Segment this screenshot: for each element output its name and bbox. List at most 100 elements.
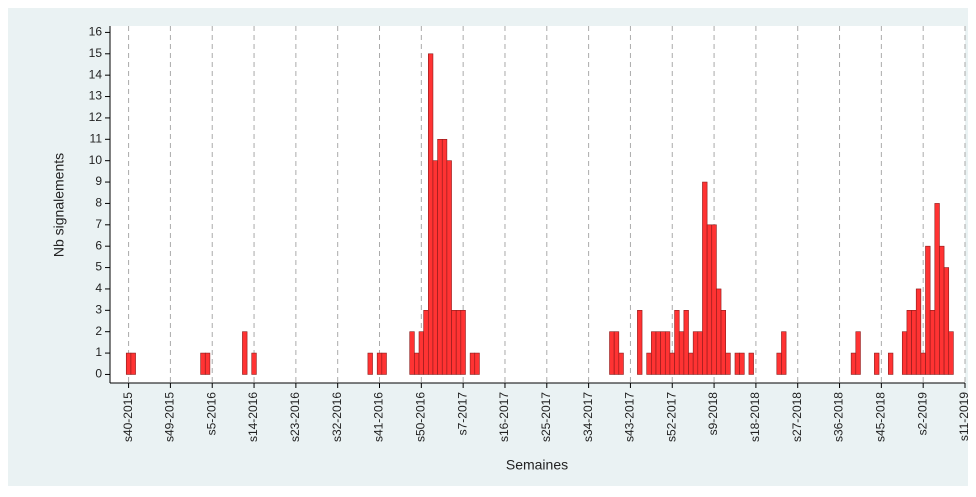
bar: [637, 310, 643, 375]
bar: [678, 331, 685, 375]
y-tick-label: 7: [95, 217, 102, 231]
bar: [948, 331, 954, 375]
bar: [660, 331, 666, 375]
x-tick-label: s7-2017: [455, 392, 469, 436]
x-tick-label: s25-2017: [539, 392, 553, 442]
bar: [613, 331, 620, 375]
bar: [920, 352, 926, 375]
x-axis-title: Semaines: [506, 457, 568, 473]
bar: [432, 160, 438, 375]
bar: [446, 160, 452, 375]
y-tick-label: 16: [89, 25, 103, 39]
bar: [734, 352, 740, 375]
bar: [888, 352, 894, 375]
bar: [451, 310, 457, 375]
bar: [469, 352, 476, 375]
bar: [455, 310, 462, 375]
x-tick-label: s36-2018: [832, 392, 846, 442]
bar: [609, 331, 615, 375]
plot-area: [110, 26, 965, 383]
y-tick-label: 2: [95, 324, 102, 338]
bar: [776, 352, 782, 375]
x-tick-label: s52-2017: [664, 392, 678, 442]
y-tick-label: 1: [95, 345, 102, 359]
bar: [725, 352, 731, 375]
bar: [702, 181, 708, 375]
x-tick-label: s2-2019: [915, 392, 929, 436]
y-tick-label: 15: [89, 46, 103, 60]
y-tick-label: 4: [95, 281, 102, 295]
bar: [674, 310, 680, 375]
x-tick-label: s23-2016: [288, 392, 302, 442]
bar: [437, 138, 443, 375]
x-tick-label: s18-2018: [748, 392, 762, 442]
bar: [683, 310, 689, 375]
x-tick-label: s40-2015: [121, 392, 135, 442]
bar: [669, 352, 675, 375]
bar: [911, 310, 917, 375]
bar: [692, 331, 699, 375]
bar: [200, 352, 206, 375]
x-tick-label: s9-2018: [706, 392, 720, 436]
x-tick-label: s32-2016: [330, 392, 344, 442]
bar: [460, 310, 466, 375]
bar: [720, 310, 726, 375]
bar: [376, 352, 383, 375]
bar: [423, 310, 429, 375]
bar: [874, 352, 880, 375]
bar: [925, 245, 931, 375]
y-tick-label: 5: [95, 260, 102, 274]
bar: [906, 310, 912, 375]
bar: [204, 352, 211, 375]
y-tick-label: 3: [95, 302, 102, 316]
bar: [474, 352, 480, 375]
bar: [915, 288, 922, 375]
bar: [739, 352, 745, 375]
x-tick-label: s11-2019: [957, 392, 971, 441]
bar: [934, 203, 940, 375]
bar: [711, 224, 717, 375]
bar: [409, 331, 415, 375]
bar: [850, 352, 857, 375]
bar: [441, 138, 448, 375]
bar: [418, 331, 424, 375]
bar: [381, 352, 387, 375]
bar: [414, 352, 420, 375]
bar: [781, 331, 787, 375]
x-tick-label: s34-2017: [581, 392, 595, 442]
x-tick-label: s14-2016: [246, 392, 260, 442]
bar: [242, 331, 248, 375]
bar: [251, 352, 257, 375]
bar: [646, 352, 652, 375]
bar: [901, 331, 908, 375]
y-tick-label: 11: [90, 131, 103, 145]
x-tick-label: s5-2016: [204, 392, 218, 436]
x-tick-label: s43-2017: [623, 392, 637, 442]
bar: [716, 288, 722, 375]
x-tick-label: s45-2018: [874, 392, 888, 442]
bar: [748, 352, 754, 375]
bar: [618, 352, 624, 375]
bar: [130, 352, 136, 375]
y-tick-label: 8: [95, 196, 102, 210]
bar: [367, 352, 373, 375]
x-tick-label: s49-2015: [163, 392, 177, 442]
x-tick-label: s41-2016: [372, 392, 386, 442]
bar: [929, 310, 936, 375]
y-tick-label: 14: [89, 67, 103, 81]
y-tick-label: 6: [95, 238, 102, 252]
y-tick-label: 12: [89, 110, 103, 124]
bar: [428, 53, 434, 375]
y-tick-label: 10: [89, 153, 103, 167]
x-tick-label: s50-2016: [414, 392, 428, 442]
bar: [697, 331, 703, 375]
x-tick-label: s27-2018: [790, 392, 804, 442]
x-tick-label: s16-2017: [497, 392, 511, 442]
y-tick-label: 9: [95, 174, 102, 188]
bar: [651, 331, 657, 375]
y-tick-label: 13: [89, 89, 103, 103]
bar: [855, 331, 861, 375]
bar: [688, 352, 694, 375]
y-axis-title: Nb signalements: [51, 153, 67, 257]
